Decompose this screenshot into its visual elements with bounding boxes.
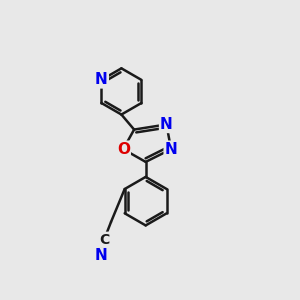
Text: N: N bbox=[160, 117, 173, 132]
Text: C: C bbox=[99, 233, 109, 247]
Text: N: N bbox=[165, 142, 178, 157]
Text: N: N bbox=[95, 72, 108, 87]
Text: N: N bbox=[94, 248, 107, 263]
Text: O: O bbox=[117, 142, 130, 157]
